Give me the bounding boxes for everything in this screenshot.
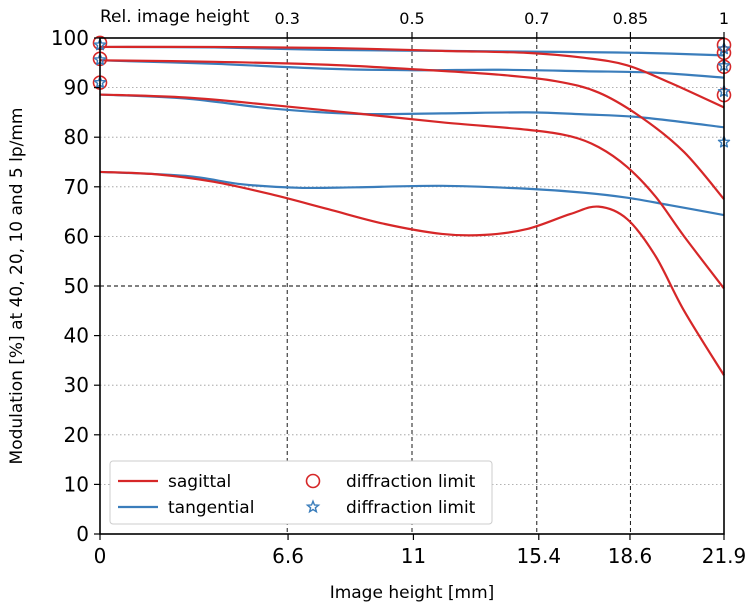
top-tick-label-1: 0.5	[399, 9, 424, 28]
x-tick-label-4: 18.6	[608, 544, 653, 568]
sagittal-curve-0	[99, 45, 725, 109]
x-axis-title: Image height [mm]	[330, 583, 495, 603]
top-tick-label-3: 0.85	[613, 9, 649, 28]
sagittal-curve-2	[99, 93, 725, 290]
legend-tangential-label: tangential	[168, 498, 254, 518]
x-tick-label-3: 15.4	[517, 544, 562, 568]
y-tick-label-7: 70	[64, 175, 89, 199]
y-tick-label-10: 100	[51, 26, 89, 50]
y-tick-label-9: 90	[64, 76, 89, 100]
legend-box	[109, 460, 493, 525]
x-tick-label-1: 6.6	[272, 544, 304, 568]
y-tick-label-1: 10	[64, 472, 89, 496]
series-layer	[99, 45, 725, 376]
legend-circle-marker	[305, 473, 321, 489]
tick-layer: 0 6.6 11 15.4 18.6 21.9 0 10 20 30 40 50 60 70 80 90 100…	[51, 9, 746, 568]
grid-layer	[100, 38, 725, 534]
top-tick-label-2: 0.7	[524, 9, 549, 28]
top-axis-label: Rel. image height	[100, 7, 250, 27]
legend-star-marker	[305, 499, 321, 514]
y-tick-label-8: 80	[64, 125, 89, 149]
x-tick-label-2: 11	[401, 544, 426, 568]
legend-sagittal-label: sagittal	[168, 472, 231, 492]
y-tick-label-4: 40	[64, 324, 89, 348]
top-tick-label-4: 1	[719, 9, 729, 28]
tangential-curve-6	[99, 93, 725, 129]
y-tick-label-5: 50	[64, 274, 89, 298]
y-tick-label-2: 20	[64, 423, 89, 447]
sagittal-curve-3	[99, 170, 725, 376]
legend-diffraction-circle-label: diffraction limit	[346, 472, 476, 492]
legend-diffraction-star-label: diffraction limit	[346, 498, 476, 518]
y-tick-label-6: 60	[64, 224, 89, 248]
y-axis-title: Modulation [%] at 40, 20, 10 and 5 lp/mm	[7, 108, 27, 465]
top-tick-label-0: 0.3	[274, 9, 299, 28]
y-tick-label-3: 30	[64, 373, 89, 397]
tangential-curve-7	[99, 170, 725, 217]
x-tick-label-0: 0	[94, 544, 107, 568]
y-tick-label-0: 0	[76, 522, 89, 546]
x-tick-label-5: 21.9	[702, 544, 747, 568]
legend: sagittal tangential diffraction limit di…	[109, 460, 493, 525]
sagittal-curve-1	[99, 59, 725, 200]
